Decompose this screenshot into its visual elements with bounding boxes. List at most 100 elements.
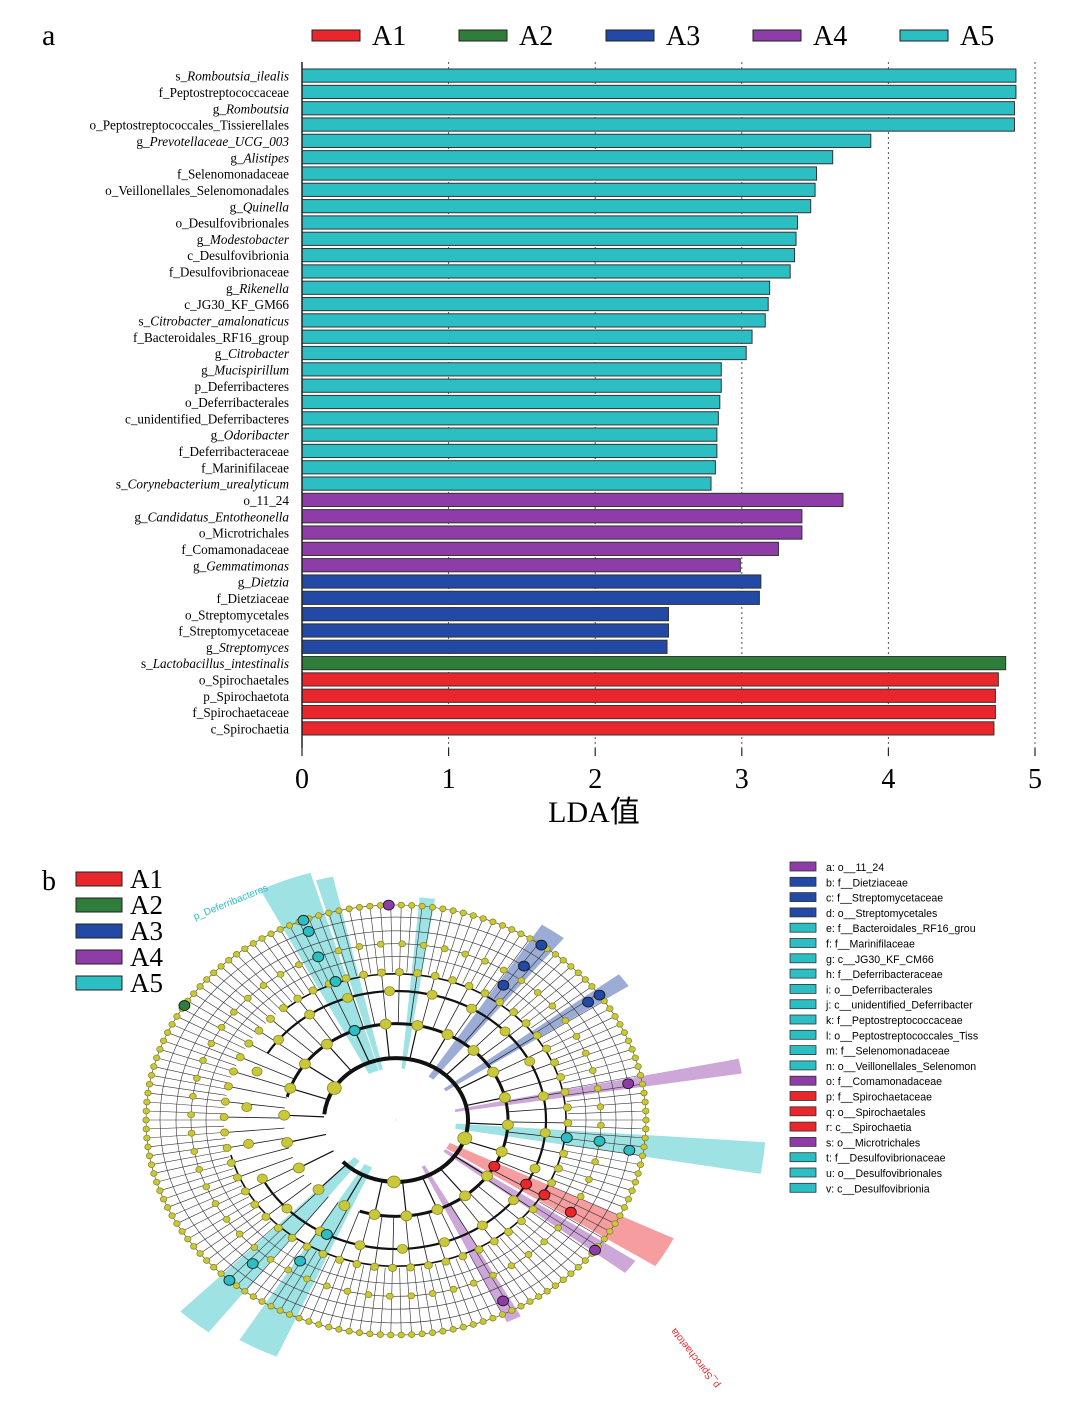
clade-node <box>235 1230 244 1238</box>
bar <box>301 215 799 230</box>
branch <box>406 905 412 973</box>
key-swatch <box>789 1136 817 1147</box>
clade-node <box>481 957 489 965</box>
legend-label-A4: A4 <box>813 21 847 52</box>
branch <box>261 1244 305 1302</box>
branch <box>261 938 305 996</box>
bar <box>301 378 722 393</box>
key-label: i: o__Deferribacterales <box>826 984 933 996</box>
branch <box>420 1266 433 1333</box>
branch <box>224 1127 285 1133</box>
branch <box>546 1190 616 1224</box>
tick-label-prefix: s_ <box>141 656 153 671</box>
tick-label-name: Candidatus_Entotheonella <box>148 509 290 524</box>
branch <box>374 1215 383 1267</box>
key-label: c: f__Streptomycetaceae <box>826 893 943 905</box>
legend-label-A3: A3 <box>666 21 700 52</box>
clade-node <box>517 1217 526 1226</box>
key-swatch <box>789 968 817 979</box>
branch <box>530 1211 593 1254</box>
clade-node <box>318 1249 328 1258</box>
tick-label-prefix: g_ <box>226 281 240 296</box>
clade-node <box>295 961 303 969</box>
branch <box>413 1267 423 1334</box>
branch <box>487 1244 531 1302</box>
branch <box>416 1214 429 1266</box>
tick-label: f_Selenomonadaceae <box>177 167 289 182</box>
clade-node <box>267 1302 275 1310</box>
clade-node <box>479 1318 487 1325</box>
branch <box>380 905 386 973</box>
clade-node <box>495 1146 508 1158</box>
clade-node <box>258 1298 266 1305</box>
branch <box>521 1221 579 1268</box>
clade-node <box>230 1008 238 1016</box>
clade-node <box>400 1210 413 1222</box>
key-label: l: o__Peptostreptococcales_Tiss <box>826 1030 978 1042</box>
branch <box>558 1168 633 1191</box>
branch <box>318 1164 347 1190</box>
branch <box>318 1260 344 1325</box>
clade-node <box>266 1014 275 1023</box>
clade-node <box>526 1298 534 1305</box>
branch <box>258 1030 307 1063</box>
bar <box>301 509 803 524</box>
clade-node <box>251 1066 263 1077</box>
branch <box>455 918 484 982</box>
clade-node <box>459 1323 467 1331</box>
clade-node <box>407 1292 416 1300</box>
branch <box>356 1213 371 1265</box>
branch <box>458 1071 494 1090</box>
panel-b-label: b <box>42 866 56 897</box>
branch <box>284 1114 325 1118</box>
clade-node <box>222 1143 232 1152</box>
tick-label-name: Streptomyces <box>219 640 289 655</box>
clade-node <box>320 1229 333 1240</box>
bar <box>301 133 872 148</box>
clade-node <box>233 1173 242 1182</box>
clade-node <box>178 1000 191 1011</box>
clade-node <box>341 974 351 983</box>
bar <box>301 525 803 540</box>
clade-node <box>628 1046 636 1053</box>
clade-node <box>168 1021 176 1028</box>
tick-label: g_Mucispirillum <box>201 362 289 377</box>
clade-node <box>335 907 343 914</box>
clade-node <box>611 1013 619 1020</box>
clade-node <box>189 1092 197 1100</box>
branch <box>206 1216 266 1261</box>
clade-node <box>507 1262 516 1270</box>
clade-node <box>398 940 406 948</box>
clade-node <box>397 901 405 909</box>
legend-swatch-A3 <box>605 29 655 42</box>
branch <box>555 1174 629 1200</box>
clade-node <box>190 1243 198 1250</box>
clade-node <box>469 1279 478 1287</box>
bar <box>301 672 999 687</box>
clade-node <box>279 1004 288 1013</box>
branch <box>462 921 494 984</box>
clade-node <box>517 1302 525 1310</box>
key-swatch <box>789 938 817 948</box>
key-swatch <box>789 1014 817 1025</box>
branch <box>286 1133 327 1144</box>
tick-label: g_Odoribacter <box>211 428 290 443</box>
clade-node <box>145 1152 154 1160</box>
branch <box>253 1241 299 1297</box>
tick-label: f_Deferribacteraceae <box>178 444 289 459</box>
bar <box>301 541 779 556</box>
clade-node <box>224 1082 233 1091</box>
clade-node <box>153 1178 161 1186</box>
clade-node <box>355 1329 364 1336</box>
branch <box>244 948 293 1003</box>
tick-label: p_Deferribacteres <box>195 379 289 394</box>
branch <box>409 973 418 1025</box>
branch <box>499 948 548 1003</box>
clade-node <box>461 950 469 958</box>
clade-node <box>498 1311 507 1318</box>
branch <box>326 1043 353 1072</box>
tick-label: f_Streptomycetaceae <box>178 624 289 639</box>
tick-label: g_Modestobacter <box>197 232 290 247</box>
clade-node <box>576 1193 585 1200</box>
tick-label-prefix: s_ <box>175 69 187 84</box>
